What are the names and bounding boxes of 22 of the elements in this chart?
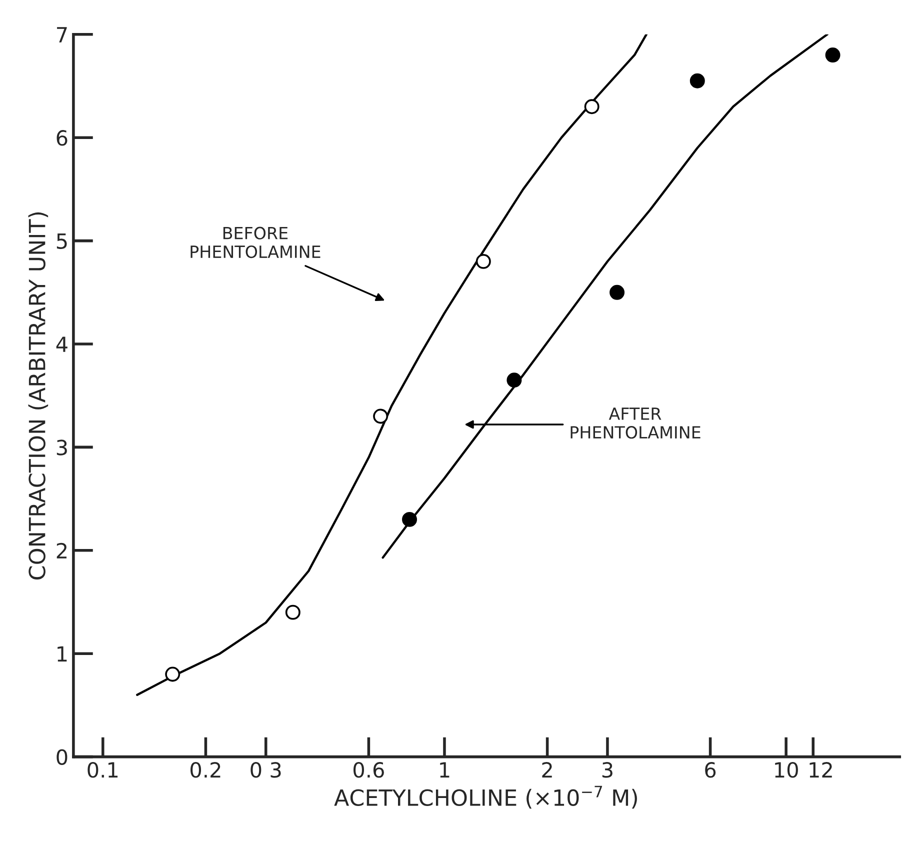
y-tick-label: 5 — [56, 234, 67, 250]
x-tick-label: 1 — [440, 762, 450, 778]
y-tick-label: 0 — [56, 749, 68, 766]
x-tick-label: 10 — [775, 762, 798, 778]
x-axis-title: ACETYLCHOLINE (×10$^{−7}$ M) — [334, 786, 637, 809]
annotation: BEFORE PHENTOLAMINE — [190, 226, 320, 258]
y-tick-label: 4 — [56, 336, 68, 352]
y-tick-label: 3 — [56, 440, 67, 456]
x-tick-label: 0.2 — [190, 762, 220, 778]
y-tick-label: 7 — [57, 27, 67, 42]
x-tick-label: 6 — [705, 762, 716, 778]
y-axis-title: CONTRACTION (ARBITRARY UNIT) — [28, 212, 48, 580]
y-tick-label: 1 — [58, 646, 67, 662]
annotation: AFTER PHENTOLAMINE — [570, 408, 700, 439]
x-tick-label: 2 — [542, 762, 552, 778]
y-tick-label: 2 — [56, 542, 66, 558]
x-tick-label: 12 — [810, 762, 832, 778]
x-tick-label: 0 3 — [250, 762, 281, 778]
x-tick-label: 3 — [602, 762, 612, 778]
x-tick-label: 0.1 — [88, 762, 118, 778]
x-tick-label: 0.6 — [354, 762, 384, 778]
y-tick-label: 6 — [56, 130, 68, 146]
